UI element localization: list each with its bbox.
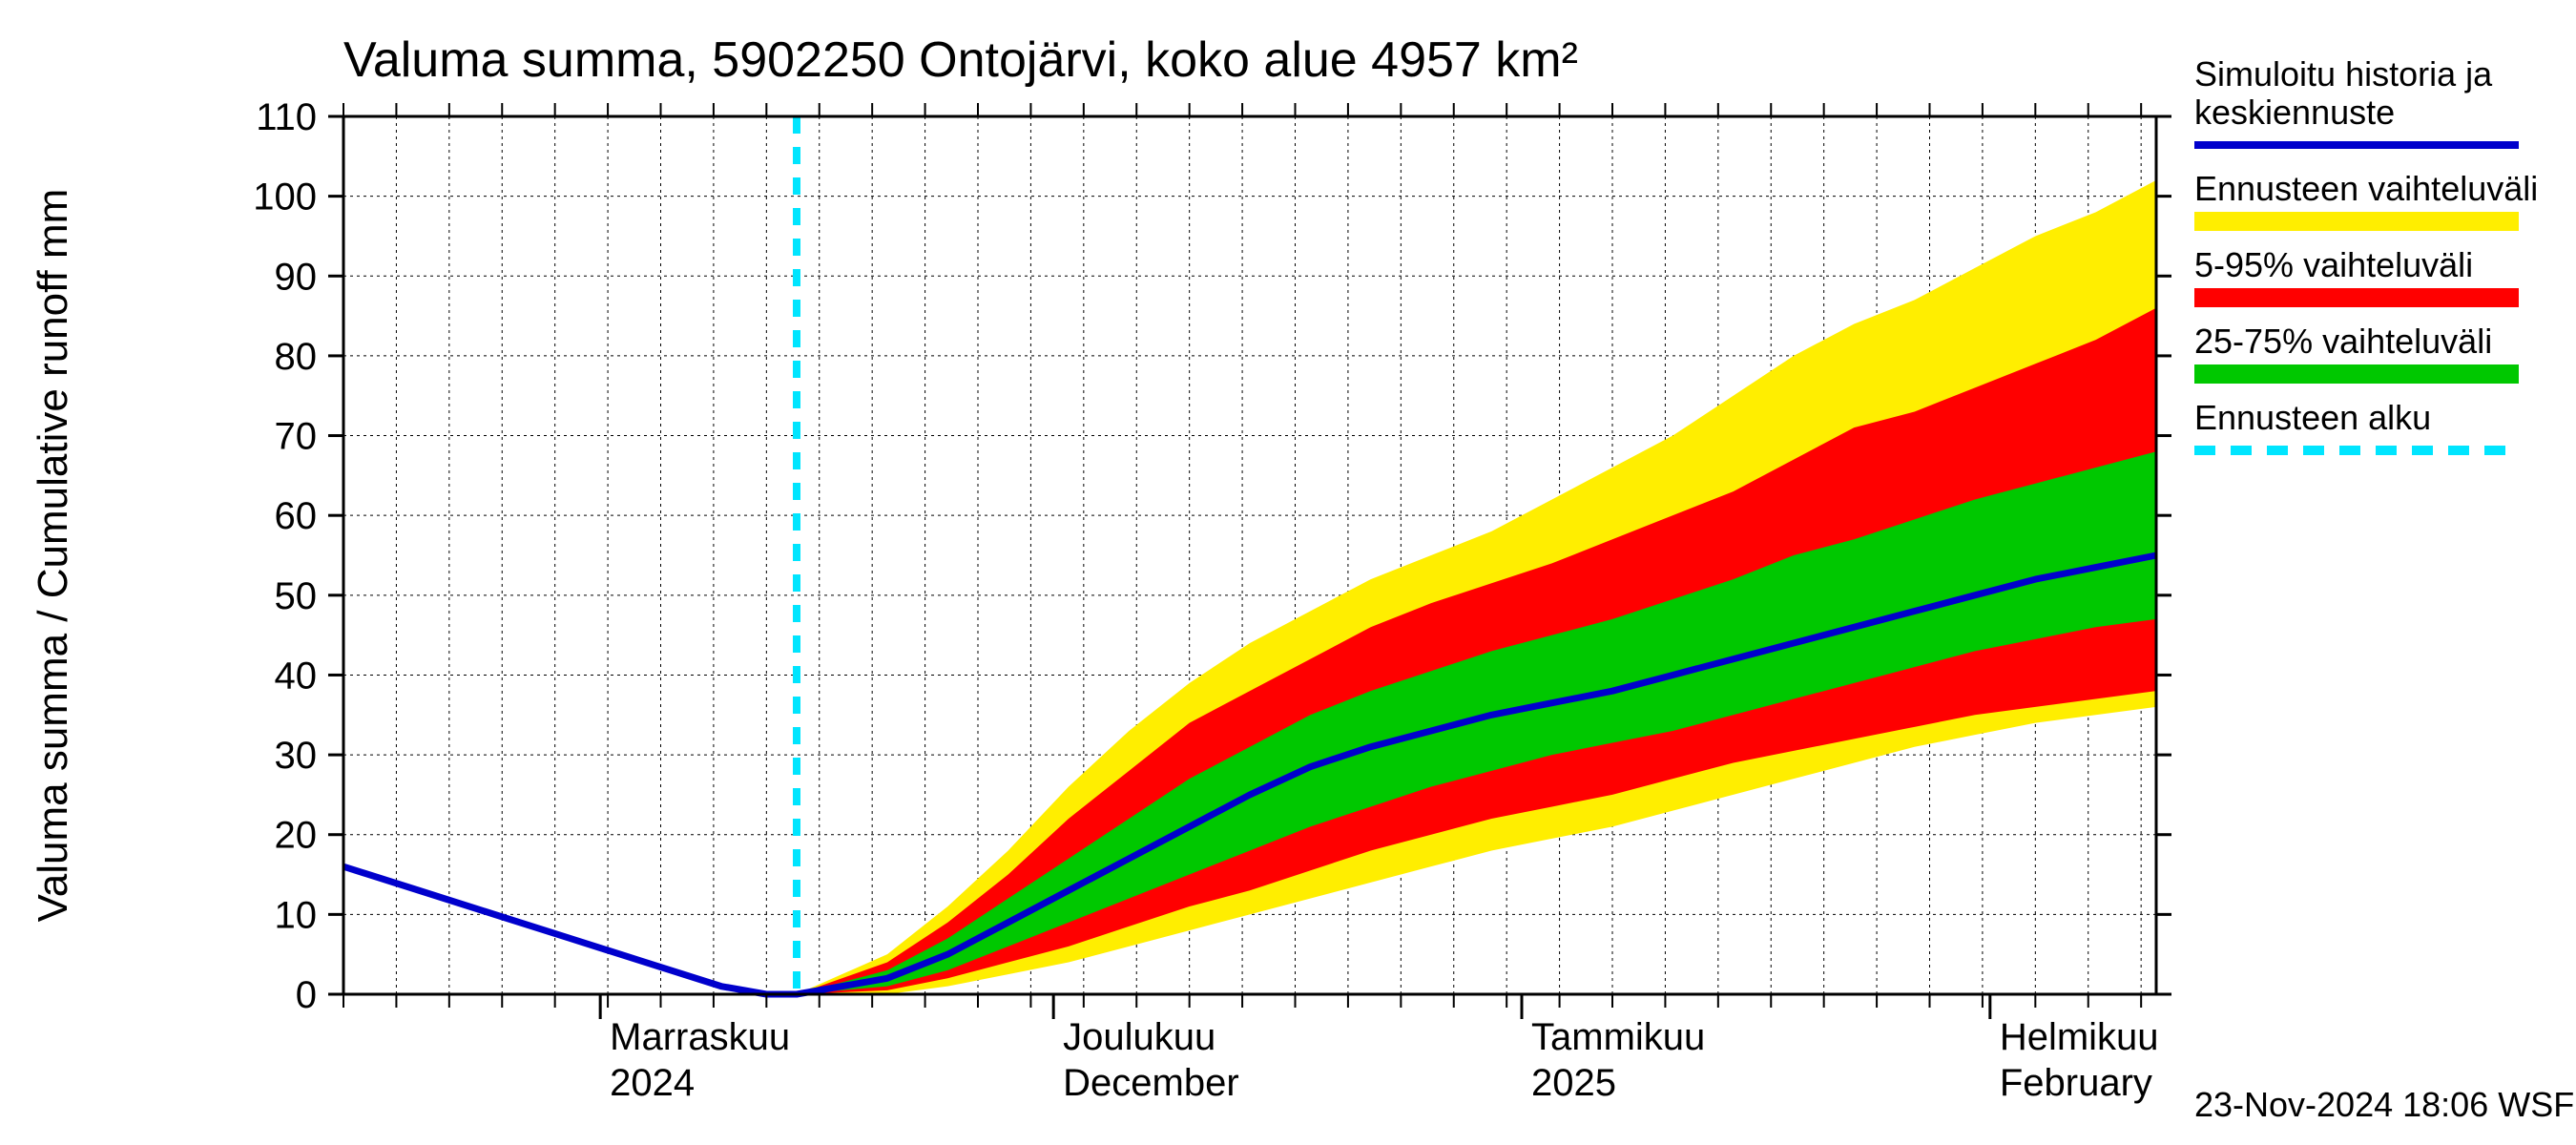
legend-label: Ennusteen alku bbox=[2194, 398, 2431, 437]
y-tick-label: 90 bbox=[275, 256, 318, 298]
x-month-label-top: Helmikuu bbox=[2000, 1016, 2159, 1058]
footer-timestamp: 23-Nov-2024 18:06 WSFS-O bbox=[2194, 1085, 2576, 1124]
x-month-label-top: Joulukuu bbox=[1063, 1016, 1215, 1058]
runoff-forecast-chart: 0 10 20 30 40 50 60 70 80 90 100 110 Marraskuu2024 Jo… bbox=[0, 0, 2576, 1145]
y-tick-label: 100 bbox=[253, 177, 317, 219]
y-tick-label: 30 bbox=[275, 735, 318, 777]
y-tick-label: 20 bbox=[275, 815, 318, 857]
legend-label: Simuloitu historia ja bbox=[2194, 54, 2493, 94]
y-tick-label: 80 bbox=[275, 336, 318, 378]
forecast-bands bbox=[797, 180, 2156, 994]
x-month-label-bottom: 2024 bbox=[610, 1062, 695, 1104]
legend-swatch bbox=[2194, 288, 2519, 307]
y-tick-label: 0 bbox=[296, 974, 317, 1016]
legend-label: 5-95% vaihteluväli bbox=[2194, 245, 2473, 284]
x-month-label-top: Tammikuu bbox=[1531, 1016, 1705, 1058]
y-tick-label: 10 bbox=[275, 894, 318, 936]
x-month-label-bottom: February bbox=[2000, 1062, 2152, 1104]
legend-label: Ennusteen vaihteluväli bbox=[2194, 169, 2538, 208]
y-tick-label: 40 bbox=[275, 655, 318, 697]
y-tick-label: 50 bbox=[275, 575, 318, 617]
x-month-label-top: Marraskuu bbox=[610, 1016, 790, 1058]
y-tick-label: 60 bbox=[275, 495, 318, 537]
x-month-label-bottom: 2025 bbox=[1531, 1062, 1616, 1104]
legend-swatch bbox=[2194, 212, 2519, 231]
legend-label: 25-75% vaihteluväli bbox=[2194, 322, 2492, 361]
y-tick-label: 110 bbox=[256, 96, 317, 138]
x-month-label-bottom: December bbox=[1063, 1062, 1239, 1104]
y-tick-label: 70 bbox=[275, 416, 318, 458]
y-axis-label: Valuma summa / Cumulative runoff mm bbox=[30, 189, 76, 923]
legend-label: keskiennuste bbox=[2194, 93, 2395, 132]
legend: Simuloitu historia jakeskiennuste Ennuste… bbox=[2194, 54, 2538, 450]
chart-title: Valuma summa, 5902250 Ontojärvi, koko al… bbox=[343, 32, 1578, 88]
legend-swatch bbox=[2194, 364, 2519, 384]
